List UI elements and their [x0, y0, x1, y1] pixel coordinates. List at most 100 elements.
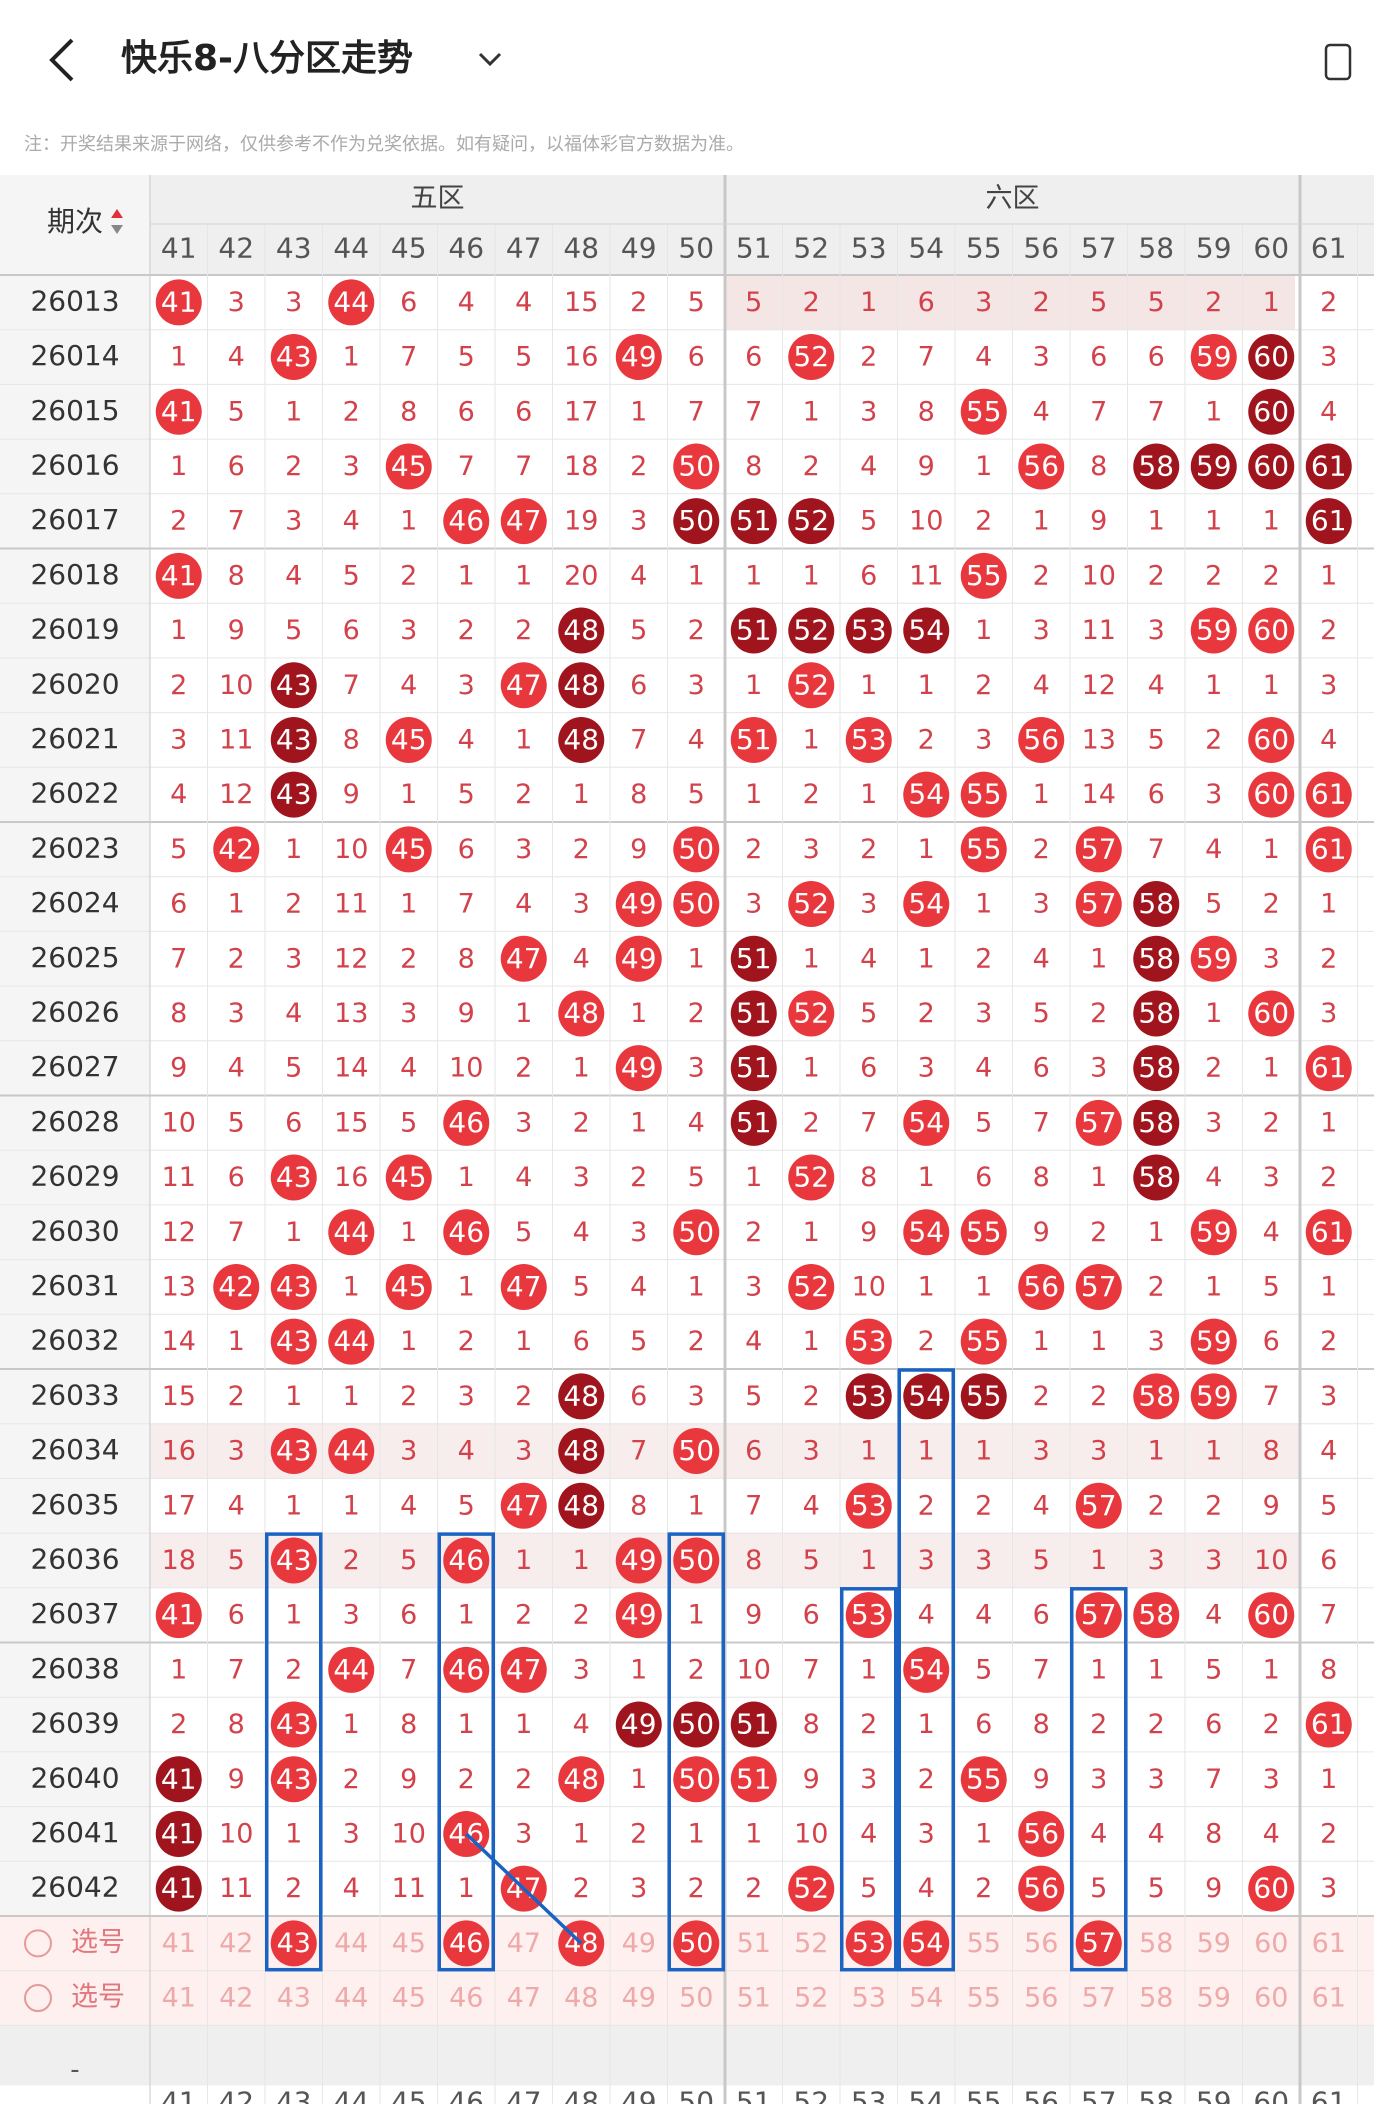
pick-number[interactable]: 60: [1254, 1983, 1288, 2014]
hit-number: 58: [1138, 1598, 1174, 1631]
pick-number[interactable]: 59: [1197, 1983, 1231, 2014]
pick-number[interactable]: 49: [622, 1928, 656, 1959]
title-dropdown[interactable]: [478, 52, 502, 67]
pick-number[interactable]: 54: [909, 1983, 943, 2014]
miss-count: 3: [1033, 889, 1050, 920]
pick-number[interactable]: 41: [162, 1928, 196, 1959]
hit-number: 55: [966, 778, 1002, 811]
miss-count: 1: [1263, 287, 1280, 318]
pick-number[interactable]: 49: [622, 1983, 656, 2014]
column-number: 52: [793, 2085, 829, 2104]
miss-count: 14: [1082, 779, 1116, 810]
hit-ball: [673, 881, 720, 928]
pick-number[interactable]: 50: [679, 1983, 713, 2014]
column-number: 53: [851, 232, 887, 265]
miss-count: 15: [334, 1107, 368, 1138]
picked-number[interactable]: 53: [852, 1928, 886, 1959]
back-button[interactable]: [49, 38, 74, 82]
miss-count: 7: [1090, 396, 1107, 427]
pick-number[interactable]: 45: [392, 1928, 426, 1959]
hit-ball: [270, 1428, 317, 1475]
hit-number: 43: [276, 1708, 312, 1741]
miss-count: 7: [1148, 834, 1165, 865]
pick-number[interactable]: 41: [162, 1983, 196, 2014]
picked-number[interactable]: 57: [1082, 1928, 1116, 1959]
hit-ball: [1190, 443, 1237, 490]
pick-number[interactable]: 58: [1139, 1983, 1173, 2014]
miss-count: 3: [515, 1436, 532, 1467]
pick-number[interactable]: 44: [334, 1983, 368, 2014]
pick-radio[interactable]: [24, 1929, 52, 1958]
pick-number[interactable]: 42: [219, 1983, 253, 2014]
miss-count: 3: [343, 1818, 360, 1849]
hit-number: 55: [966, 395, 1002, 428]
hit-ball: [730, 716, 777, 763]
miss-count: 4: [515, 287, 532, 318]
pick-number[interactable]: 55: [967, 1928, 1001, 1959]
hit-number: 57: [1081, 832, 1117, 865]
pick-number[interactable]: 47: [507, 1928, 541, 1959]
hit-ball: [960, 826, 1007, 873]
picked-number[interactable]: 50: [679, 1928, 713, 1959]
hit-number: 48: [563, 1379, 599, 1412]
picked-number[interactable]: 43: [277, 1928, 311, 1959]
miss-count: 1: [400, 779, 417, 810]
picked-number[interactable]: 54: [909, 1928, 943, 1959]
settings-icon[interactable]: [1324, 43, 1352, 81]
pick-number[interactable]: 51: [737, 1928, 771, 1959]
miss-count: 5: [170, 834, 187, 865]
miss-count: 8: [630, 1490, 647, 1521]
pick-number[interactable]: 45: [392, 1983, 426, 2014]
pick-number[interactable]: 51: [737, 1983, 771, 2014]
hit-number: 58: [1138, 887, 1174, 920]
pick-number[interactable]: 43: [277, 1983, 311, 2014]
hit-ball: [443, 1099, 490, 1146]
pick-number[interactable]: 56: [1024, 1983, 1058, 2014]
hit-ball: [328, 1646, 375, 1693]
pick-number[interactable]: 58: [1139, 1928, 1173, 1959]
hit-number: 60: [1253, 1872, 1289, 1905]
hit-number: 58: [1138, 942, 1174, 975]
pick-number[interactable]: 52: [794, 1983, 828, 2014]
miss-count: 19: [564, 506, 598, 537]
miss-count: 3: [688, 670, 705, 701]
column-number: 56: [1023, 232, 1059, 265]
miss-count: 9: [1263, 1490, 1280, 1521]
pick-number[interactable]: 42: [219, 1928, 253, 1959]
pick-number[interactable]: 55: [967, 1983, 1001, 2014]
hit-ball: [960, 1756, 1007, 1803]
pick-number[interactable]: 59: [1197, 1928, 1231, 1959]
miss-count: 3: [975, 1545, 992, 1576]
pick-number[interactable]: 44: [334, 1928, 368, 1959]
pick-number[interactable]: 52: [794, 1928, 828, 1959]
miss-count: 8: [1205, 1818, 1222, 1849]
picked-number[interactable]: 46: [449, 1928, 483, 1959]
miss-count: 5: [1090, 1873, 1107, 1904]
pick-number[interactable]: 61: [1312, 1928, 1346, 1959]
miss-count: 5: [630, 1326, 647, 1357]
pick-number[interactable]: 53: [852, 1983, 886, 2014]
period: 26016: [30, 448, 119, 481]
hit-number: 52: [793, 1270, 829, 1303]
miss-count: 1: [170, 615, 187, 646]
miss-count: 1: [1205, 1271, 1222, 1302]
pick-number[interactable]: 46: [449, 1983, 483, 2014]
hit-number: 51: [736, 996, 772, 1029]
miss-count: 4: [1320, 396, 1337, 427]
hit-number: 45: [391, 1270, 427, 1303]
pick-number[interactable]: 61: [1312, 1983, 1346, 2014]
hit-ball: [270, 334, 317, 381]
hit-number: 55: [966, 1325, 1002, 1358]
pick-number[interactable]: 48: [564, 1983, 598, 2014]
miss-count: 4: [1148, 1818, 1165, 1849]
pick-number[interactable]: 60: [1254, 1928, 1288, 1959]
pick-number[interactable]: 57: [1082, 1983, 1116, 2014]
miss-count: 9: [1033, 1764, 1050, 1795]
hit-number: 41: [161, 1598, 197, 1631]
miss-count: 2: [228, 943, 245, 974]
pick-radio[interactable]: [24, 1984, 52, 2013]
pick-number[interactable]: 56: [1024, 1928, 1058, 1959]
pick-number[interactable]: 47: [507, 1983, 541, 2014]
miss-count: 1: [343, 1490, 360, 1521]
hit-number: 54: [908, 887, 944, 920]
